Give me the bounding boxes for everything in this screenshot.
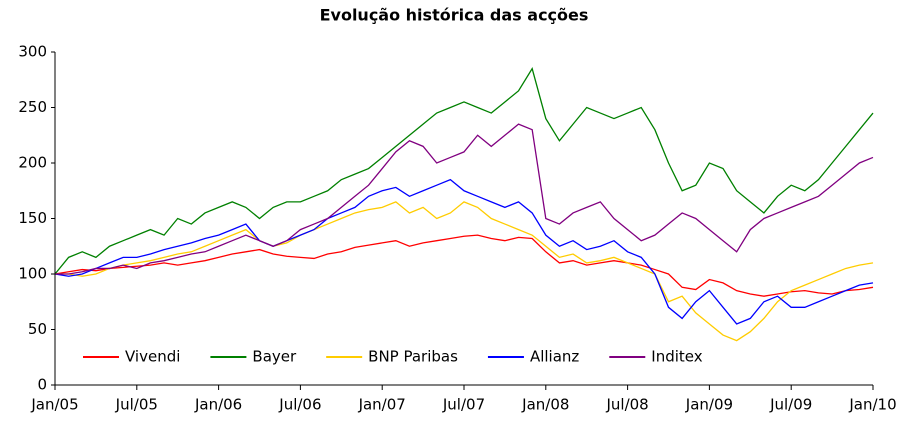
y-tick-label: 100: [18, 265, 47, 283]
y-tick-label: 300: [18, 43, 47, 61]
y-tick-label: 200: [18, 154, 47, 172]
x-tick-label: Jan/07: [358, 396, 406, 414]
x-tick-label: Jan/09: [685, 396, 733, 414]
x-tick-label: Jan/06: [194, 396, 242, 414]
series-line: [54, 67, 874, 275]
x-tick-label: Jul/07: [442, 396, 485, 414]
legend-label: Allianz: [530, 348, 579, 366]
y-tick-label: 150: [18, 209, 47, 227]
x-tick-label: Jul/05: [115, 396, 158, 414]
series-line: [54, 178, 874, 325]
series-line: [54, 234, 874, 297]
x-tick-label: Jan/08: [521, 396, 569, 414]
chart-title: Evolução histórica das acções: [320, 6, 589, 25]
x-tick-label: Jan/10: [848, 396, 896, 414]
series-line: [55, 201, 874, 342]
x-tick-label: Jul/08: [605, 396, 648, 414]
y-tick-label: 0: [37, 376, 47, 394]
legend-label: Inditex: [651, 348, 702, 366]
x-tick-label: Jul/06: [278, 396, 321, 414]
legend-label: BNP Paribas: [368, 348, 458, 366]
x-tick-label: Jan/05: [30, 396, 78, 414]
x-tick-label: Jul/09: [769, 396, 812, 414]
series-line: [55, 123, 874, 275]
legend-label: Vivendi: [125, 348, 180, 366]
y-tick-label: 250: [18, 98, 47, 116]
y-tick-label: 50: [28, 320, 47, 338]
legend-label: Bayer: [252, 348, 297, 366]
